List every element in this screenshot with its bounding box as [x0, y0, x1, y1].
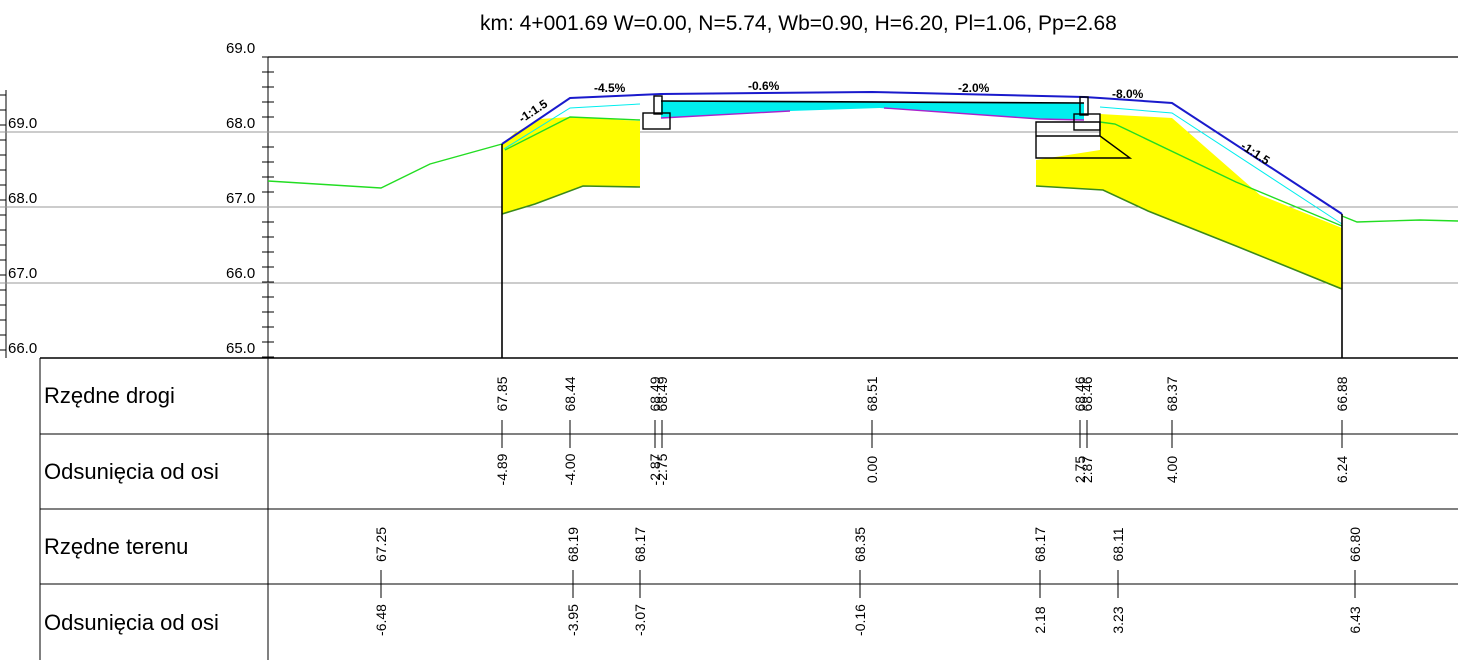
- table-cell-value: 68.17: [632, 527, 648, 562]
- table-cell-value: -2.75: [654, 453, 670, 485]
- table-cell-value: 68.19: [565, 527, 581, 562]
- table-cell-value: -6.48: [373, 604, 389, 636]
- existing-ground-line-right: [1035, 185, 1343, 290]
- table-cell-value: -4.89: [494, 453, 510, 485]
- table-cell-value: 68.17: [1032, 527, 1048, 562]
- table-row-label: Odsunięcia od osi: [44, 610, 219, 635]
- table-cell-value: 68.44: [562, 376, 578, 411]
- table-cell-value: 66.88: [1334, 376, 1350, 411]
- table-cell-value: -3.95: [565, 604, 581, 636]
- right-curb: [1035, 96, 1133, 159]
- left-scale-label: 67.0: [8, 265, 37, 282]
- table-cell-value: 0.00: [864, 456, 880, 483]
- table-cell-value: 68.37: [1164, 376, 1180, 411]
- left-scale-label: 68.0: [8, 190, 37, 207]
- table-cell-value: 68.49: [647, 376, 663, 411]
- main-scale-label: 68.0: [226, 115, 255, 132]
- terrain-line-right: [1341, 215, 1458, 223]
- left-embankment-fill: [502, 117, 640, 214]
- table-cell-value: 6.24: [1334, 456, 1350, 483]
- table-cell-value: 3.23: [1110, 606, 1126, 633]
- table-cell-value: 4.00: [1164, 456, 1180, 483]
- table-row-label: Rzędne terenu: [44, 534, 188, 559]
- slope-label: -0.6%: [748, 79, 780, 93]
- table-cell-value: 68.11: [1110, 527, 1126, 561]
- slope-label: -2.0%: [958, 81, 990, 95]
- table-cell-value: 68.49: [654, 376, 670, 411]
- terrain-line: [267, 143, 503, 189]
- subgrade-top-line: [504, 116, 641, 151]
- table-cell-value: 2.87: [1079, 456, 1095, 483]
- main-scale-label: 69.0: [226, 40, 255, 57]
- subgrade-top-line-right: [1099, 121, 1343, 227]
- table-cell-value: -3.07: [632, 604, 648, 636]
- layer-line: [660, 110, 791, 119]
- table-cell-value: 67.25: [373, 527, 389, 562]
- layer-line-right: [883, 107, 1085, 121]
- table-cell-value: 6.43: [1347, 606, 1363, 633]
- table-cell-value: 68.46: [1072, 376, 1088, 411]
- table-cell-value: 2.75: [1072, 456, 1088, 483]
- structure-line: [503, 103, 641, 150]
- table-row-label: Rzędne drogi: [44, 383, 175, 408]
- table-cell-value: 68.46: [1079, 376, 1095, 411]
- pavement-layer: [661, 101, 1084, 120]
- road-line: [501, 90, 1343, 215]
- slope-label: -8.0%: [1112, 87, 1144, 101]
- data-table: Rzędne drogi Odsunięcia od osi Rzędne te…: [39, 357, 1458, 660]
- table-cell-value: -4.00: [562, 453, 578, 485]
- structure-line-right: [1099, 106, 1343, 225]
- left-scale-label: 69.0: [8, 115, 37, 132]
- right-embankment-fill: [1036, 114, 1342, 290]
- elevation-gridlines: [0, 56, 1458, 284]
- table-cell-value: -0.16: [852, 604, 868, 636]
- main-scale-label: 65.0: [226, 340, 255, 357]
- slope-label: -1:1.5: [1238, 139, 1272, 168]
- table-cell-value: -2.87: [647, 453, 663, 485]
- section-title: km: 4+001.69 W=0.00, N=5.74, Wb=0.90, H=…: [480, 12, 1117, 35]
- table-cell-value: 2.18: [1032, 606, 1048, 633]
- main-elevation-scale: 69.0 68.0 67.0 66.0 65.0: [226, 40, 274, 358]
- left-scale-label: 66.0: [8, 340, 37, 357]
- left-curb: [642, 95, 671, 130]
- table-cell-value: 67.85: [494, 376, 510, 411]
- left-elevation-scale: 69.0 68.0 67.0 66.0: [0, 90, 37, 358]
- table-row-label: Odsunięcia od osi: [44, 459, 219, 484]
- slope-label: -4.5%: [594, 81, 626, 95]
- table-cell-value: 68.51: [864, 376, 880, 411]
- table-cell-value: 68.35: [852, 527, 868, 562]
- existing-ground-line: [501, 185, 641, 215]
- main-scale-label: 66.0: [226, 265, 255, 282]
- road-crown: [660, 100, 1085, 104]
- table-cell-value: 66.80: [1347, 527, 1363, 562]
- main-scale-label: 67.0: [226, 190, 255, 207]
